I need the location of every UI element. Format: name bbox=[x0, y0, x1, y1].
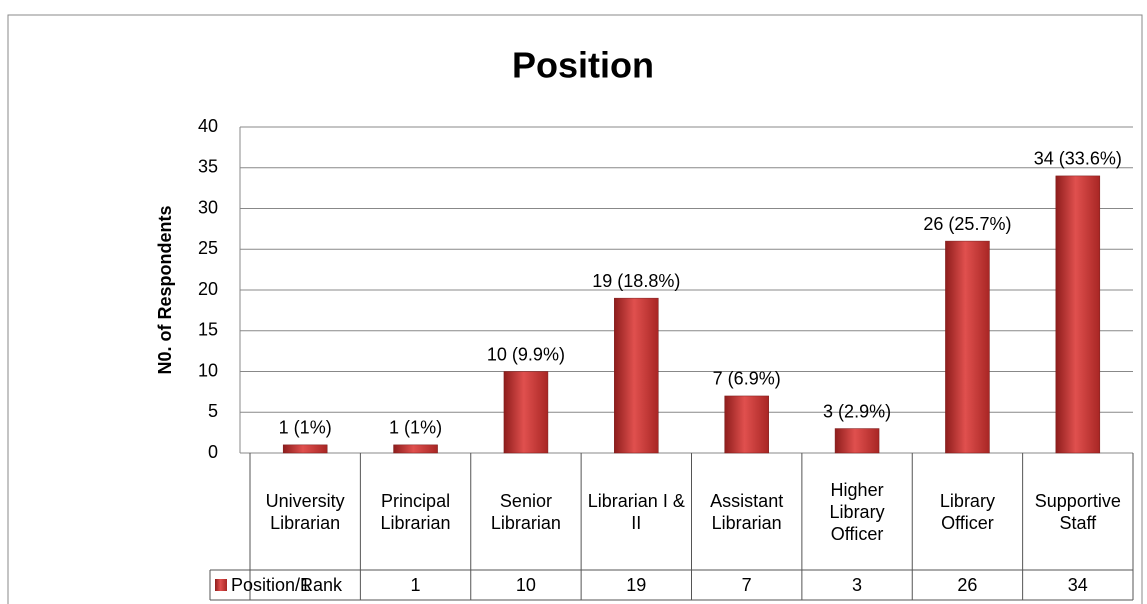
bar bbox=[614, 297, 659, 454]
y-tick-label: 15 bbox=[198, 320, 218, 340]
x-tick-label: Higher Library Officer bbox=[829, 479, 885, 544]
legend-label: Position/Rank bbox=[231, 575, 343, 595]
y-tick-label: 5 bbox=[208, 401, 218, 421]
table-value: 19 bbox=[626, 575, 646, 595]
y-tick-label: 40 bbox=[198, 116, 218, 136]
table-value: 26 bbox=[957, 575, 977, 595]
bar bbox=[503, 371, 549, 454]
x-tick-label: Senior Librarian bbox=[490, 490, 561, 533]
table-value: 1 bbox=[411, 575, 421, 595]
x-tick-label: Supportive Staff bbox=[1034, 490, 1121, 533]
x-tick-label: Principal Librarian bbox=[380, 490, 451, 533]
bar bbox=[1055, 175, 1101, 454]
data-label: 7 (6.9%) bbox=[713, 369, 781, 389]
y-tick-label: 35 bbox=[198, 157, 218, 177]
bar bbox=[724, 395, 769, 454]
x-tick-label: Library Officer bbox=[939, 490, 995, 533]
data-label: 19 (18.8%) bbox=[592, 271, 680, 291]
bar bbox=[393, 444, 438, 454]
data-label: 34 (33.6%) bbox=[1034, 149, 1122, 169]
table-value: 34 bbox=[1068, 575, 1088, 595]
data-label: 3 (2.9%) bbox=[823, 401, 891, 421]
data-label: 1 (1%) bbox=[389, 418, 442, 438]
chart-border bbox=[7, 14, 1143, 604]
y-tick-label: 30 bbox=[198, 197, 218, 217]
bar bbox=[282, 444, 328, 454]
data-label: 10 (9.9%) bbox=[487, 344, 565, 364]
y-tick-label: 10 bbox=[198, 360, 218, 380]
y-tick-label: 20 bbox=[198, 279, 218, 299]
y-axis-title: N0. of Respondents bbox=[155, 205, 175, 374]
data-label: 1 (1%) bbox=[279, 418, 332, 438]
chart-title: Position bbox=[512, 45, 654, 86]
table-value: 7 bbox=[742, 575, 752, 595]
y-tick-label: 0 bbox=[208, 442, 218, 462]
data-label: 26 (25.7%) bbox=[923, 214, 1011, 234]
x-tick-label: University Librarian bbox=[265, 490, 345, 533]
x-tick-label: Librarian I & II bbox=[587, 490, 685, 533]
table-value: 3 bbox=[852, 575, 862, 595]
legend-key bbox=[215, 579, 227, 591]
y-tick-label: 25 bbox=[198, 238, 218, 258]
bar bbox=[945, 240, 990, 454]
table-value: 10 bbox=[516, 575, 536, 595]
table-value: 1 bbox=[300, 575, 310, 595]
x-tick-label: Assistant Librarian bbox=[710, 490, 784, 533]
bar bbox=[834, 428, 880, 454]
